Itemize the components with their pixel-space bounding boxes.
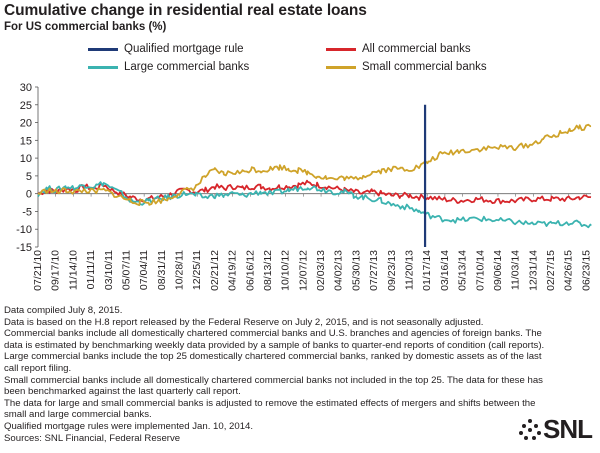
footnote-line: Data is based on the H.8 report released… (4, 316, 484, 328)
legend: Qualified mortgage rule All commercial b… (0, 40, 600, 78)
x-tick-label: 06/23/15 (580, 250, 592, 291)
footnote-line: Small commercial banks include all domes… (4, 374, 543, 398)
legend-label-small-banks: Small commercial banks (362, 61, 487, 73)
footnote-line: Data compiled July 8, 2015. (4, 305, 123, 316)
x-tick-label: 12/31/14 (527, 250, 539, 291)
legend-item-all-banks: All commercial banks (326, 43, 471, 55)
legend-item-event: Qualified mortgage rule (88, 43, 244, 55)
footnote-line: The data for large and small commercial … (4, 397, 536, 421)
x-tick-label: 02/03/13 (315, 250, 327, 291)
x-tick-label: 03/16/14 (439, 250, 451, 291)
snl-logo: SNL (519, 414, 593, 445)
legend-item-small-banks: Small commercial banks (326, 61, 487, 73)
x-tick-label: 12/25/11 (191, 250, 203, 290)
y-tick-label: -15 (16, 242, 32, 254)
y-tick-label: 5 (26, 171, 32, 183)
x-tick-label: 09/06/14 (492, 250, 504, 291)
x-tick-label: 09/17/10 (50, 250, 62, 291)
legend-label-all-banks: All commercial banks (362, 43, 471, 55)
x-tick-label: 10/28/11 (174, 250, 186, 290)
x-tick-label: 04/26/15 (563, 250, 575, 291)
x-tick-label: 07/27/13 (368, 250, 380, 291)
x-tick-label: 06/16/12 (244, 250, 256, 291)
x-tick-label: 04/19/12 (227, 250, 239, 291)
series-line-all-commercial-banks (37, 179, 592, 205)
y-tick-label: -10 (16, 224, 32, 236)
legend-swatch-small-banks (326, 65, 356, 69)
x-tick-label: 02/27/15 (545, 250, 557, 291)
legend-swatch-all-banks (326, 47, 356, 51)
x-tick-label: 05/30/13 (350, 250, 362, 291)
series-line-small-commercial-banks (37, 123, 592, 206)
x-tick-label: 05/13/14 (457, 250, 469, 291)
series-line-large-commercial-banks (37, 181, 592, 229)
x-tick-label: 01/11/11 (85, 250, 97, 289)
x-tick-label: 11/20/13 (404, 250, 416, 290)
x-tick-label: 08/31/11 (156, 250, 168, 290)
x-tick-label: 11/14/10 (67, 250, 79, 290)
y-tick-label: 15 (20, 135, 32, 147)
x-tick-label: 07/21/10 (32, 250, 44, 291)
footnote-line: Commercial banks include all domesticall… (4, 328, 545, 351)
footnotes: Data compiled July 8, 2015. Data is based… (4, 305, 552, 444)
x-tick-label: 09/23/13 (386, 250, 398, 291)
legend-label-large-banks: Large commercial banks (124, 61, 250, 73)
x-tick-label: 08/13/12 (262, 250, 274, 291)
x-tick-label: 05/07/11 (120, 250, 132, 290)
snl-logo-mark-icon (519, 418, 541, 441)
line-chart: -15 -10 -5 0 5 10 15 20 25 30 07/21/10 09/17/10 11/1… (16, 82, 592, 291)
legend-swatch-large-banks (88, 65, 118, 69)
footnote-line: Sources: SNL Financial, Federal Reserve (4, 432, 181, 444)
y-tick-label: 20 (20, 118, 32, 130)
y-tick-label: 30 (20, 82, 32, 94)
chart-title: Cumulative change in residential real es… (4, 2, 367, 19)
x-tick-label: 07/10/14 (474, 250, 486, 291)
y-tick-label: -5 (22, 206, 32, 218)
x-tick-label: 03/10/11 (103, 250, 115, 290)
x-tick-label: 02/21/12 (209, 250, 221, 291)
y-tick-label: 25 (20, 100, 32, 112)
x-tick-label: 11/03/14 (510, 250, 522, 290)
x-tick-label: 10/10/12 (280, 250, 292, 291)
footnote-line: Qualified mortgage rules were implemente… (4, 420, 254, 432)
chart-subtitle: For US commercial banks (%) (4, 21, 167, 33)
x-tick-label: 12/07/12 (297, 250, 309, 291)
y-tick-label: 0 (26, 189, 32, 201)
legend-swatch-event (88, 47, 118, 51)
legend-item-large-banks: Large commercial banks (88, 61, 249, 73)
legend-label-event: Qualified mortgage rule (124, 43, 244, 55)
y-tick-label: 10 (20, 153, 32, 165)
footnote-line: Large commercial banks include the top 2… (4, 351, 542, 374)
x-tick-label: 04/02/13 (333, 250, 345, 291)
snl-logo-text: SNL (543, 414, 593, 444)
x-tick-label: 01/17/14 (421, 250, 433, 291)
x-tick-label: 07/04/11 (138, 250, 150, 290)
